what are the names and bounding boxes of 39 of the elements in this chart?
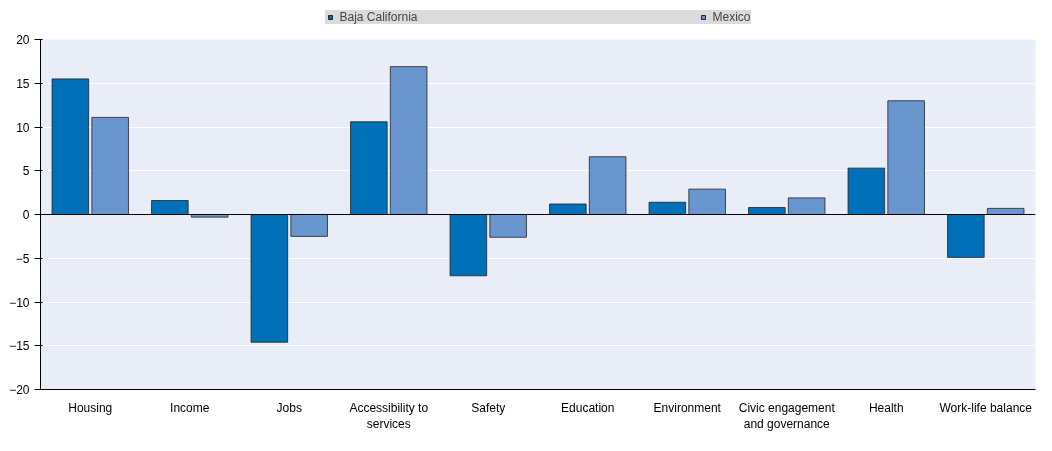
x-tick-label: Civic engagement and governance xyxy=(738,400,836,432)
bar xyxy=(748,207,786,215)
bar xyxy=(887,100,925,215)
x-tick-label: Health xyxy=(868,400,904,415)
bar xyxy=(847,167,886,215)
bar xyxy=(489,214,527,238)
x-tick-label: Education xyxy=(561,400,615,415)
bar xyxy=(688,188,726,215)
y-tick-label: 20 xyxy=(16,33,30,47)
bar xyxy=(787,197,826,215)
bar xyxy=(91,116,129,215)
bar xyxy=(549,203,587,215)
bar xyxy=(151,200,189,215)
y-tick-label: −20 xyxy=(9,383,30,397)
x-tick-label: Safety xyxy=(471,400,506,415)
bar xyxy=(648,201,687,215)
y-tick-label: 15 xyxy=(16,76,30,91)
bar xyxy=(250,214,289,343)
x-tick-label: Accessibility to services xyxy=(349,400,429,432)
bar xyxy=(290,214,328,237)
y-tick-label: −10 xyxy=(9,295,30,310)
x-tick-label: Jobs xyxy=(276,400,302,415)
x-tick-label: Housing xyxy=(68,400,113,415)
bar xyxy=(588,156,627,215)
x-tick-label: Income xyxy=(170,400,210,415)
bar xyxy=(350,121,388,215)
y-tick-label: 0 xyxy=(22,208,30,222)
bar xyxy=(51,78,90,215)
bar xyxy=(449,214,488,277)
y-tick-label: −15 xyxy=(9,339,30,354)
legend-label: Mexico xyxy=(712,10,751,24)
y-tick-label: 10 xyxy=(16,120,30,135)
x-tick-label: Work-life balance xyxy=(939,400,1033,415)
legend-label: Baja California xyxy=(339,10,418,24)
bar xyxy=(947,214,985,258)
y-tick-label: −5 xyxy=(15,251,30,266)
x-tick-label: Environment xyxy=(653,400,722,415)
bar xyxy=(389,66,428,215)
y-tick-label: 5 xyxy=(22,164,30,179)
